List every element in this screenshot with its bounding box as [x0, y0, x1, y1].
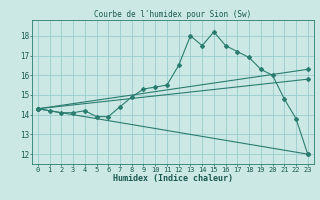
X-axis label: Humidex (Indice chaleur): Humidex (Indice chaleur) — [113, 174, 233, 183]
Title: Courbe de l'humidex pour Sion (Sw): Courbe de l'humidex pour Sion (Sw) — [94, 10, 252, 19]
